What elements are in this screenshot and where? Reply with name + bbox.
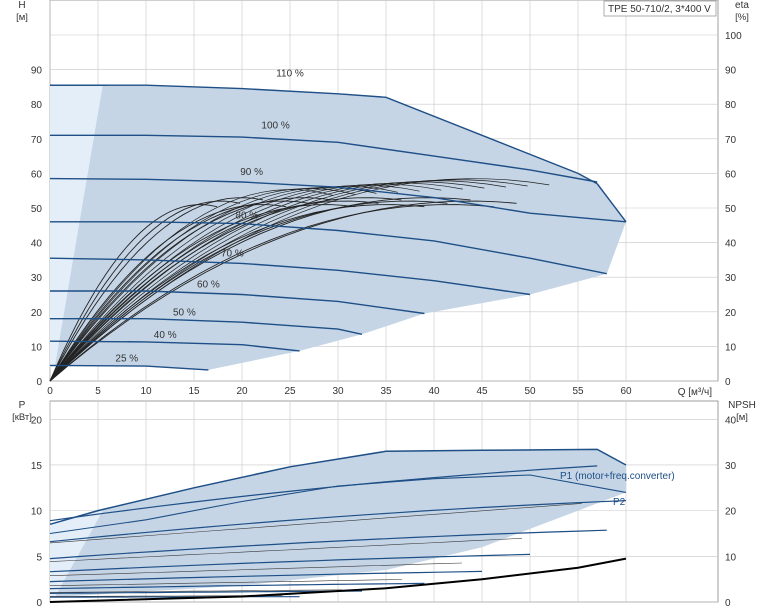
bottom-y-left-tick-label: 0	[36, 598, 42, 609]
speed-label: 110 %	[276, 69, 304, 80]
top-y-left-tick-label: 30	[31, 273, 43, 284]
top-x-tick-label: 45	[476, 386, 488, 397]
bottom-y-right-tick-label: 40	[725, 415, 737, 426]
top-y-left-unit: [м]	[16, 12, 28, 23]
top-x-label: Q [м³/ч]	[678, 387, 713, 398]
top-y-left-tick-label: 20	[31, 308, 43, 319]
speed-label: 70 %	[221, 248, 244, 259]
top-x-tick-label: 10	[140, 386, 152, 397]
top-y-right-tick-label: 80	[725, 100, 737, 111]
power-npsh-plot: 0 5 10 15 20 0 10 20 30 40	[31, 401, 737, 609]
top-x-tick-label: 35	[380, 386, 392, 397]
bottom-y-right-label: NPSH	[728, 400, 756, 411]
top-y-left-tick-label: 40	[31, 239, 43, 250]
p2-series-label: P2	[613, 497, 626, 508]
bottom-y-left-tick-label: 15	[31, 461, 43, 472]
top-x-tick-label: 50	[524, 386, 536, 397]
top-y-left-tick-label: 90	[31, 66, 43, 77]
speed-label: 40 %	[154, 330, 177, 341]
top-x-tick-label: 15	[188, 386, 200, 397]
top-y-left-tick-label: 80	[31, 100, 43, 111]
top-y-right-label: eta	[735, 0, 749, 11]
top-y-right-tick-label: 100	[725, 31, 742, 42]
bottom-y-right-tick-label: 0	[725, 598, 731, 609]
bottom-y-right-tick-label: 30	[725, 461, 737, 472]
top-y-left-tick-label: 60	[31, 169, 43, 180]
top-x-tick-label: 5	[95, 386, 101, 397]
bottom-y-right-unit: [м]	[736, 412, 748, 423]
bottom-y-right-tick-label: 20	[725, 507, 737, 518]
speed-label: 80 %	[235, 210, 258, 221]
bottom-y-left-tick-label: 5	[36, 552, 42, 563]
top-y-right-tick-label: 60	[725, 169, 737, 180]
top-x-tick-label: 55	[572, 386, 584, 397]
bottom-y-left-label: P	[19, 400, 26, 411]
top-y-left-tick-label: 10	[31, 342, 43, 353]
top-y-right-tick-label: 40	[725, 239, 737, 250]
top-y-left-tick-label: 0	[36, 377, 42, 388]
bottom-y-right-tick-label: 10	[725, 552, 737, 563]
top-y-right-tick-label: 90	[725, 66, 737, 77]
top-y-right-tick-label: 20	[725, 308, 737, 319]
speed-label: 25 %	[115, 353, 138, 364]
bottom-y-left-unit: [кВт]	[12, 412, 32, 423]
top-y-right-tick-label: 70	[725, 135, 737, 146]
top-x-tick-label: 30	[332, 386, 344, 397]
top-x-tick-label: 60	[620, 386, 632, 397]
top-y-right-tick-label: 10	[725, 342, 737, 353]
speed-label: 100 %	[261, 120, 289, 131]
speed-label: 90 %	[240, 167, 263, 178]
speed-label: 50 %	[173, 307, 196, 318]
top-y-right-tick-label: 30	[725, 273, 737, 284]
bottom-y-left-tick-label: 10	[31, 507, 43, 518]
top-y-right-unit: [%]	[735, 12, 749, 23]
speed-label: 60 %	[197, 280, 220, 291]
top-x-tick-label: 40	[428, 386, 440, 397]
top-y-right-tick-label: 0	[725, 377, 731, 388]
top-y-left-tick-label: 70	[31, 135, 43, 146]
top-x-tick-label: 0	[47, 386, 53, 397]
head-efficiency-plot: 0 5 10 15 20 25 30 35 40 45 50 55 60 0 10 20 30 40 50 60 70 8…	[31, 0, 742, 397]
pump-model-title: TPE 50-710/2, 3*400 V	[608, 4, 711, 15]
bottom-y-left-tick-label: 20	[31, 415, 43, 426]
top-y-right-tick-label: 50	[725, 204, 737, 215]
p1-series-label: P1 (motor+freq.converter)	[560, 471, 675, 482]
top-y-left-label: H	[18, 0, 25, 11]
top-y-left-tick-label: 50	[31, 204, 43, 215]
top-x-tick-label: 25	[284, 386, 296, 397]
top-x-tick-label: 20	[236, 386, 248, 397]
